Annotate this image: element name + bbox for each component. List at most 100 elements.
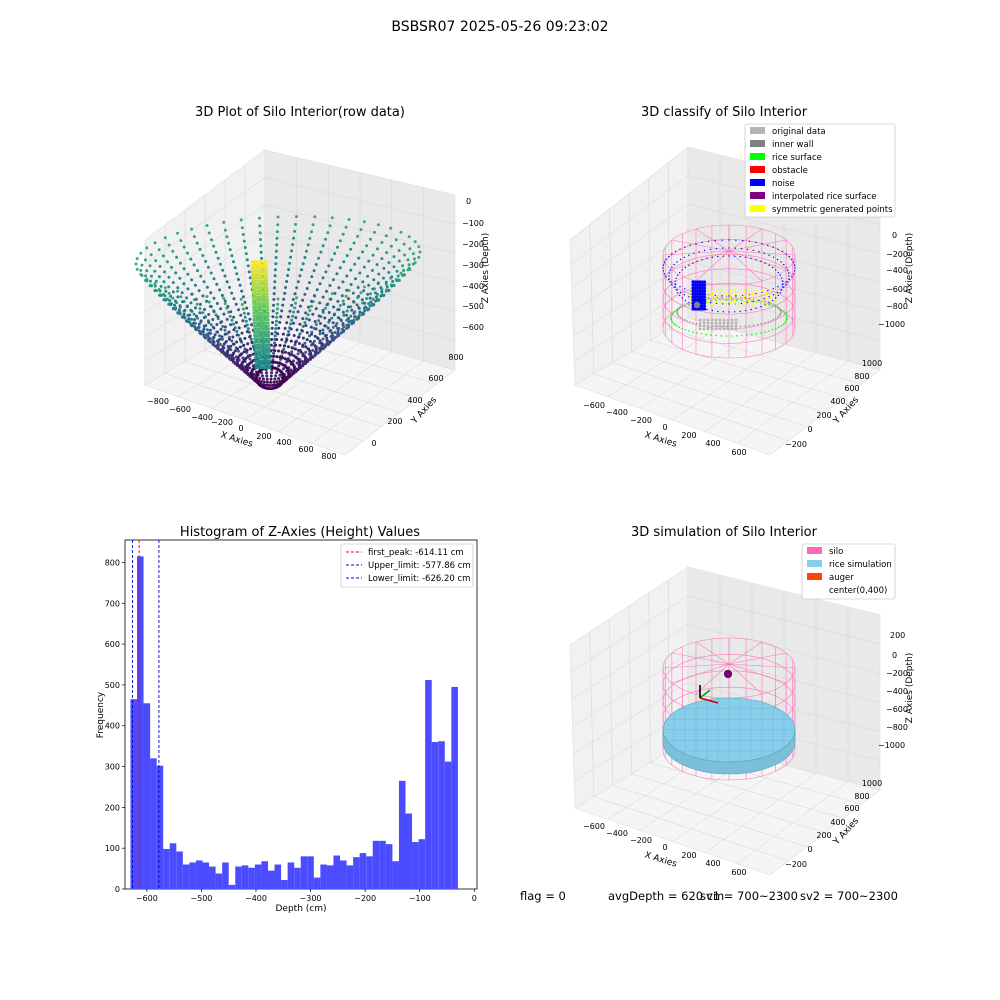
simulation-x-label: X Axies [643, 850, 678, 869]
x-tick: 0 [662, 843, 667, 852]
simulation-axes-box [569, 566, 881, 876]
legend-swatch [750, 166, 765, 173]
raw-x-ticks: −800 −600 −400 −200 0 200 400 600 800 [147, 397, 337, 461]
histogram-bar [379, 840, 386, 889]
histogram-bar [235, 866, 242, 889]
x-tick: −200 [211, 418, 233, 427]
simulation-legend: silo rice simulation auger center(0,400) [801, 543, 896, 600]
x-tick: 600 [731, 868, 746, 877]
legend-swatch [750, 127, 765, 134]
auger-marker [724, 670, 732, 678]
legend-label: obstacle [772, 166, 808, 176]
z-tick: 0 [892, 651, 897, 660]
histogram-frame [124, 539, 478, 890]
y-tick-label: 500 [105, 681, 120, 690]
histogram-bar [398, 780, 406, 889]
legend-label: rice simulation [829, 560, 892, 570]
histogram-bar [176, 851, 183, 889]
legend-label: silo [829, 547, 843, 557]
histogram-bar [444, 761, 452, 889]
figure-title: BSBSR07 2025-05-26 09:23:02 [391, 19, 608, 35]
y-tick-label: 100 [105, 844, 120, 853]
histogram-bar [431, 742, 439, 889]
legend-swatch [750, 140, 765, 147]
raw-z-ticks: 0 −100 −200 −300 −400 −500 −600 [462, 197, 484, 332]
y-tick: 600 [844, 384, 859, 393]
y-tick: 1000 [862, 359, 882, 368]
histogram-bar [405, 813, 413, 889]
histogram-bar [320, 864, 327, 889]
histogram-bars [130, 556, 458, 889]
status-footer: flag = 0 avgDepth = 620 cm sv1 = 700~230… [520, 889, 898, 903]
histogram-bar [425, 680, 432, 889]
classify-point-cloud [662, 239, 796, 337]
legend-label: original data [772, 127, 826, 137]
z-tick: −200 [886, 250, 908, 259]
y-tick: 400 [407, 396, 422, 405]
histogram-bar [267, 870, 275, 889]
histogram-bar [366, 856, 373, 889]
legend-label: center(0,400) [829, 586, 887, 596]
x-tick: 0 [238, 424, 243, 433]
y-tick: 200 [387, 417, 402, 426]
x-tick: −600 [583, 401, 605, 410]
histogram-bar [281, 880, 288, 889]
simulation-z-ticks: 200 0 −200 −400 −600 −800 −1000 [878, 631, 908, 750]
z-tick: −400 [886, 266, 908, 275]
x-tick: 0 [662, 423, 667, 432]
histogram-bar [143, 703, 151, 889]
histogram-bar [241, 865, 249, 889]
histogram-x-label: Depth (cm) [275, 904, 326, 914]
z-tick: −800 [886, 302, 908, 311]
legend-swatch [807, 547, 822, 554]
z-tick: −400 [462, 282, 484, 291]
y-tick: 0 [807, 845, 812, 854]
histogram-bar [340, 860, 347, 889]
x-tick-label: −600 [136, 894, 158, 903]
depth-histogram: Histogram of Z-Axies (Height) Values −60… [96, 525, 478, 914]
x-tick: −200 [630, 416, 652, 425]
x-tick: −400 [191, 413, 213, 422]
legend-label: auger [829, 573, 854, 583]
legend-label: Lower_limit: -626.20 cm [368, 574, 470, 584]
rice-simulation-surface [662, 697, 796, 775]
raw-point-cloud [134, 215, 422, 391]
z-tick: −300 [462, 261, 484, 270]
x-tick: −600 [169, 405, 191, 414]
histogram-legend: first_peak: -614.11 cm Upper_limit: -577.… [340, 543, 474, 588]
z-tick: −200 [886, 669, 908, 678]
z-tick: −400 [886, 687, 908, 696]
legend-swatch [750, 192, 765, 199]
y-tick-label: 200 [105, 803, 120, 812]
simulation-x-ticks: −600 −400 −200 0 200 400 600 [583, 822, 747, 877]
histogram-bar [202, 862, 210, 889]
histogram-bar [222, 862, 229, 889]
x-tick: −600 [583, 822, 605, 831]
y-tick: 800 [854, 792, 869, 801]
classify-3d-plot: 3D classify of Silo Interior original da… [569, 105, 915, 457]
histogram-bar [182, 864, 190, 889]
histogram-y-label: Frequency [96, 691, 106, 738]
x-tick: 200 [681, 431, 696, 440]
x-tick: 200 [681, 851, 696, 860]
histogram-bar [313, 877, 321, 889]
y-tick: 200 [816, 831, 831, 840]
legend-label: first_peak: -614.11 cm [368, 548, 464, 558]
raw-data-3d-plot: 3D Plot of Silo Interior(row data) −800 … [134, 105, 491, 461]
x-tick-label: −200 [354, 894, 376, 903]
z-tick: −600 [886, 285, 908, 294]
legend-label: symmetric generated points [772, 205, 893, 215]
histogram-bar [169, 843, 177, 889]
simulation-z-label: Z Axies (Depth) [905, 653, 915, 724]
y-tick-label: 300 [105, 763, 120, 772]
y-tick: 400 [830, 818, 845, 827]
y-tick: 200 [816, 411, 831, 420]
histogram-bar [326, 865, 334, 889]
avg-depth-readout: avgDepth = 620 cm [608, 889, 724, 903]
z-tick: 0 [466, 197, 471, 206]
classify-plot-title: 3D classify of Silo Interior [641, 105, 808, 120]
y-tick: 0 [371, 439, 376, 448]
raw-y-ticks: 0 200 400 600 800 [371, 353, 463, 448]
x-tick: −200 [630, 836, 652, 845]
